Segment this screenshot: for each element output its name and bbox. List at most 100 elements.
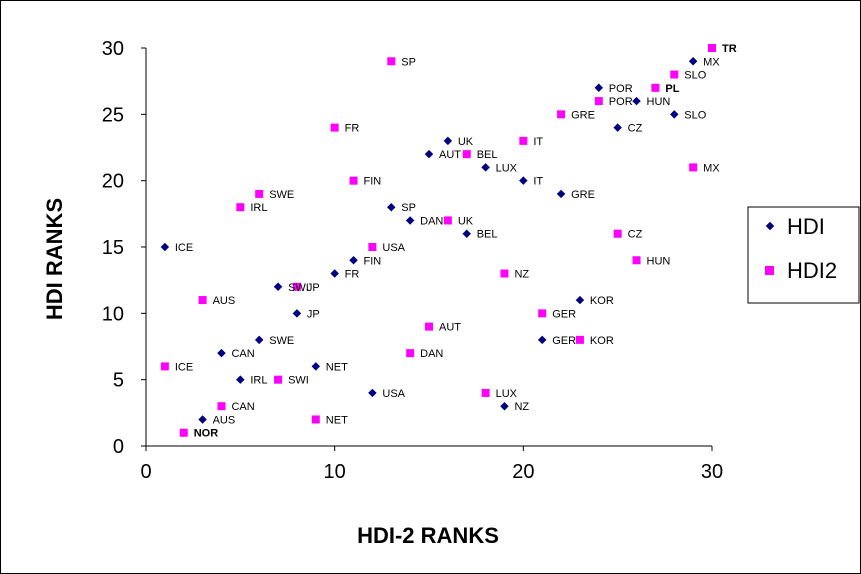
hdi2-point-label: IRL [250, 202, 267, 214]
hdi2-point-label: NZ [514, 269, 529, 281]
hdi-point [236, 375, 245, 384]
hdi-point [424, 149, 434, 159]
hdi-point [311, 362, 321, 371]
hdi-point-label: POR [609, 83, 633, 95]
hdi-point [330, 269, 339, 278]
hdi-point-label: GRE [571, 189, 595, 201]
hdi2-point-label: CZ [628, 229, 643, 241]
hdi-point [405, 216, 415, 225]
series-hdi2 [160, 44, 716, 437]
hdi2-point [594, 97, 603, 106]
hdi2-point [198, 296, 207, 305]
hdi-point [198, 415, 207, 424]
hdi2-point [349, 176, 358, 185]
hdi-point-label: PL [665, 83, 679, 95]
hdi-point-label: LUX [496, 162, 518, 174]
hdi2-point [387, 57, 396, 66]
hdi2-point [330, 123, 339, 132]
x-tick-label: 30 [701, 461, 723, 483]
hdi2-point [255, 189, 264, 198]
hdi2-point-label: SWI [288, 375, 309, 387]
hdi-point [273, 282, 283, 292]
hdi-point-label: TR [722, 43, 737, 55]
hdi-point [556, 189, 566, 199]
hdi2-point [632, 256, 641, 265]
axes [141, 47, 713, 451]
hdi-point-label: CZ [628, 123, 643, 135]
y-tick-label: 10 [102, 303, 124, 325]
hdi-point [292, 309, 302, 318]
hdi2-point-label: GRE [571, 109, 595, 121]
hdi-point [632, 96, 641, 106]
hdi-point [688, 57, 698, 66]
hdi2-point [425, 322, 433, 331]
hdi2-point-label: FR [345, 123, 360, 135]
hdi-point [670, 110, 679, 119]
hdi2-point-label: GER [552, 308, 576, 320]
hdi-point-label: USA [382, 388, 405, 400]
hdi-point-label: KOR [590, 295, 614, 307]
y-tick-label: 30 [102, 38, 124, 60]
x-tick-label: 0 [140, 461, 151, 483]
hdi2-point [481, 388, 490, 397]
hdi2-point [557, 110, 566, 119]
hdi-point [254, 335, 264, 345]
x-tick-label: 20 [512, 461, 534, 483]
hdi2-point-label: USA [382, 242, 405, 254]
hdi2-point-label: FIN [364, 176, 382, 188]
legend: HDI HDI2 [747, 206, 860, 304]
point-labels: NOR AUS NZ USA IRL NET CAN SWE GER JP KOR SWI FR FIN I… [175, 43, 737, 440]
hdi-point-label: SWE [269, 335, 294, 347]
hdi-point [462, 229, 471, 238]
hdi2-point [519, 136, 528, 145]
legend-marker-hdi2 [765, 266, 774, 275]
hdi2-point [462, 150, 471, 159]
hdi2-point-label: POR [609, 96, 633, 108]
hdi2-point-label: CAN [231, 401, 254, 413]
hdi2-point [217, 402, 226, 411]
hdi2-point [575, 335, 584, 344]
hdi-point [481, 163, 490, 172]
hdi-point [575, 295, 585, 305]
hdi2-point-label: AUT [439, 322, 461, 334]
hdi2-point-label: SP [401, 56, 416, 68]
hdi2-point-label: SWE [269, 189, 294, 201]
hdi-point [387, 202, 396, 212]
hdi-point [217, 348, 226, 358]
hdi2-point [443, 216, 452, 225]
hdi2-point-label: JP [307, 282, 320, 294]
hdi-point-label: IRL [250, 375, 267, 387]
hdi-point-label: ICE [175, 242, 193, 254]
hdi2-point-label: NET [326, 414, 348, 426]
hdi-point-label: NZ [514, 401, 529, 413]
tick-labels: 0 5 10 15 20 25 30 0 10 20 30 [102, 38, 723, 483]
hdi2-point [236, 203, 245, 212]
hdi2-point-label: BEL [477, 149, 498, 161]
hdi2-point [651, 83, 660, 92]
hdi2-point-label: ICE [175, 361, 193, 373]
hdi2-point [311, 415, 320, 424]
hdi2-point-label: LUX [496, 388, 518, 400]
y-tick-label: 25 [102, 104, 124, 126]
hdi-point-label: SLO [684, 109, 706, 121]
hdi-point-label: SWI [288, 282, 309, 294]
hdi2-point-label: PL [665, 83, 678, 95]
legend-box [747, 206, 860, 304]
hdi-point-label: JP [307, 308, 320, 320]
hdi2-point-label: TR [722, 43, 737, 55]
hdi2-point-label: HUN [647, 255, 671, 267]
hdi-point [594, 83, 604, 93]
y-tick-label: 0 [113, 436, 124, 458]
hdi2-point [406, 349, 415, 358]
hdi2-point [670, 70, 679, 79]
y-tick-label: 5 [113, 370, 124, 392]
hdi-point-label: FIN [364, 255, 382, 267]
hdi2-point-label: DAN [420, 348, 443, 360]
hdi-point [500, 401, 509, 411]
hdi-point [160, 242, 170, 252]
hdi2-point [368, 243, 377, 251]
hdi2-point [708, 44, 716, 52]
hdi2-point-label: UK [458, 215, 474, 227]
